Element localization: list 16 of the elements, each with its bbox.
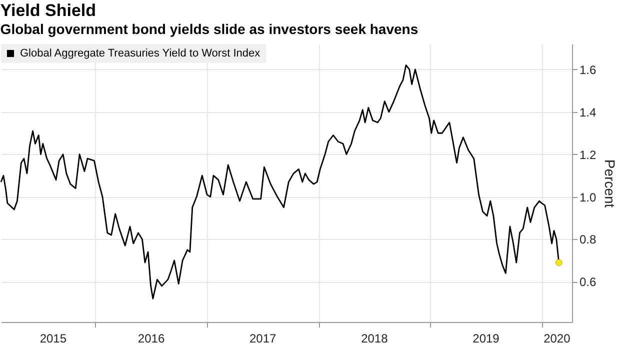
- x-tick-label: 2015: [40, 332, 67, 346]
- x-tick-label: 2019: [472, 332, 500, 346]
- x-tick-label: 2018: [361, 332, 388, 346]
- chart-subtitle: Global government bond yields slide as investors seek havens: [0, 21, 418, 37]
- y-axis-title: Percent: [602, 159, 618, 208]
- chart-title: Yield Shield: [0, 1, 96, 20]
- x-tick-label: 2017: [250, 332, 277, 346]
- y-tick-label: 0.6: [580, 275, 597, 290]
- y-tick-label: 0.8: [580, 232, 597, 247]
- y-tick-label: 1.6: [580, 62, 597, 77]
- x-tick-label: 2020: [544, 332, 571, 346]
- y-tick-label: 1.4: [580, 105, 597, 120]
- y-tick-label: 1.2: [580, 148, 597, 162]
- x-tick-label: 2016: [138, 332, 165, 346]
- y-tick-label: 1.0: [580, 190, 597, 204]
- legend-label: Global Aggregate Treasuries Yield to Worst Index: [20, 48, 261, 60]
